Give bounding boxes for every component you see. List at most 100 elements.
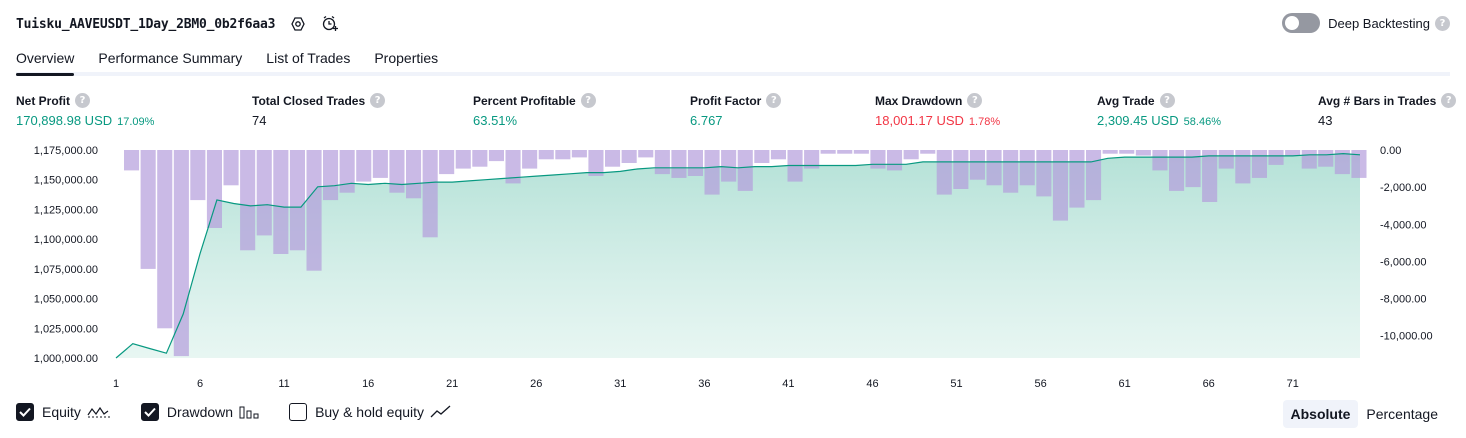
drawdown-bar <box>1351 150 1367 178</box>
drawdown-bar <box>754 150 770 163</box>
drawdown-bar <box>1052 150 1068 221</box>
checkbox[interactable] <box>16 403 34 421</box>
stat-value: 63.51% <box>473 113 518 128</box>
drawdown-bar <box>1218 150 1234 169</box>
x-axis-tick: 61 <box>1118 378 1130 390</box>
info-icon[interactable]: ? <box>370 93 386 108</box>
drawdown-bar <box>1235 150 1251 184</box>
x-axis: 1 6 11 16 21 26 31 36 41 46 51 56 61 66 71 <box>113 378 1299 390</box>
info-icon[interactable]: ? <box>1441 93 1457 108</box>
drawdown-bar <box>1119 150 1135 154</box>
deep-backtesting-toggle[interactable] <box>1282 13 1321 33</box>
left-axis-tick: 1,025,000.00 <box>34 323 98 335</box>
drawdown-bar <box>1003 150 1019 193</box>
drawdown-bar <box>936 150 952 195</box>
deep-backtesting: Deep Backtesting ? <box>1282 13 1450 33</box>
legend-label: Drawdown <box>166 404 234 420</box>
stat-label: Max Drawdown <box>875 93 963 108</box>
left-axis-tick: 1,100,000.00 <box>34 234 98 246</box>
tab-overview[interactable]: Overview <box>16 46 75 76</box>
drawdown-bar <box>1301 150 1317 169</box>
drawdown-bar <box>124 150 140 171</box>
drawdown-bar <box>621 150 637 163</box>
drawdown-bar <box>770 150 786 160</box>
gear-icon[interactable] <box>287 13 309 35</box>
drawdown-bar <box>721 150 737 182</box>
left-axis-tick: 1,175,000.00 <box>34 145 98 157</box>
info-icon[interactable]: ? <box>967 93 983 108</box>
info-icon[interactable]: ? <box>580 93 596 108</box>
drawdown-bar <box>654 150 670 175</box>
info-icon[interactable]: ? <box>766 93 782 108</box>
drawdown-bar <box>887 150 903 171</box>
stat-label: Avg Trade <box>1097 93 1155 108</box>
add-alert-icon[interactable] <box>319 13 341 35</box>
drawdown-bar <box>804 150 820 169</box>
stat-max-drawdown: Max Drawdown? 18,001.17 USD 1.78% <box>875 93 1000 128</box>
right-axis-tick: -6,000.00 <box>1380 256 1426 268</box>
tab-performance-summary[interactable]: Performance Summary <box>98 50 243 66</box>
left-axis-tick: 1,000,000.00 <box>34 353 98 365</box>
drawdown-bar <box>1169 150 1185 191</box>
drawdown-bar <box>737 150 753 191</box>
drawdown-bar <box>571 150 587 158</box>
drawdown-bar <box>406 150 422 199</box>
stat-label: Percent Profitable <box>473 93 576 108</box>
drawdown-bar <box>538 150 554 160</box>
legend-drawdown[interactable]: Drawdown <box>140 403 259 421</box>
drawdown-bar <box>853 150 869 154</box>
right-axis-tick: -10,000.00 <box>1380 331 1433 343</box>
drawdown-bar <box>1086 150 1102 201</box>
checkbox[interactable] <box>140 403 159 421</box>
x-axis-tick: 46 <box>866 378 878 390</box>
left-axis-tick: 1,150,000.00 <box>34 175 98 187</box>
stat-value: 43 <box>1318 113 1333 128</box>
drawdown-bar <box>522 150 538 169</box>
stat-value: 74 <box>252 113 267 128</box>
drawdown-bar <box>969 150 985 180</box>
drawdown-bar <box>306 150 322 271</box>
x-axis-tick: 56 <box>1034 378 1046 390</box>
mode-absolute-button[interactable]: Absolute <box>1282 400 1359 428</box>
right-axis-tick: -8,000.00 <box>1380 294 1426 306</box>
left-axis: 1,175,000.00 1,150,000.00 1,125,000.00 1,10… <box>34 145 98 365</box>
x-axis-tick: 6 <box>197 378 203 390</box>
drawdown-bar <box>206 150 222 228</box>
tab-properties[interactable]: Properties <box>374 50 439 66</box>
right-axis-tick: -2,000.00 <box>1380 182 1426 194</box>
drawdown-bar <box>870 150 886 169</box>
stat-label: Total Closed Trades <box>252 93 366 108</box>
equity-line <box>115 152 1361 359</box>
drawdown-bar <box>704 150 720 195</box>
x-axis-tick: 21 <box>446 378 458 390</box>
info-icon[interactable]: ? <box>1435 15 1450 31</box>
legend-label: Equity <box>42 404 81 420</box>
info-icon[interactable]: ? <box>1159 93 1175 108</box>
right-axis-tick: 0.00 <box>1380 145 1401 157</box>
info-icon[interactable]: ? <box>75 93 90 108</box>
deep-backtesting-label: Deep Backtesting <box>1328 15 1430 31</box>
drawdown-bar <box>1268 150 1284 165</box>
drawdown-bar <box>1251 150 1267 178</box>
checkbox[interactable] <box>289 403 308 421</box>
legend-equity[interactable]: Equity <box>16 403 111 421</box>
x-axis-tick: 31 <box>614 378 626 390</box>
drawdown-bar <box>223 150 239 186</box>
drawdown-bar <box>1036 150 1052 197</box>
drawdown-bar <box>240 150 256 251</box>
drawdown-bar <box>1202 150 1218 202</box>
x-axis-tick: 16 <box>362 378 374 390</box>
legend-buy-hold-equity[interactable]: Buy & hold equity <box>289 403 452 421</box>
stat-value: 6.767 <box>690 113 723 128</box>
drawdown-bar <box>671 150 687 178</box>
stat-label: Avg # Bars in Trades <box>1318 93 1437 108</box>
x-axis-tick: 36 <box>698 378 710 390</box>
drawdown-bar <box>687 150 703 176</box>
mode-percentage-button[interactable]: Percentage <box>1366 406 1438 422</box>
tab-list-of-trades[interactable]: List of Trades <box>266 50 351 66</box>
legend-label: Buy & hold equity <box>315 404 425 420</box>
drawdown-bar <box>1285 150 1301 156</box>
stat-avg-trade: Avg Trade? 2,309.45 USD 58.46% <box>1097 93 1221 128</box>
drawdown-bar <box>588 150 604 176</box>
drawdown-bar <box>953 150 969 189</box>
